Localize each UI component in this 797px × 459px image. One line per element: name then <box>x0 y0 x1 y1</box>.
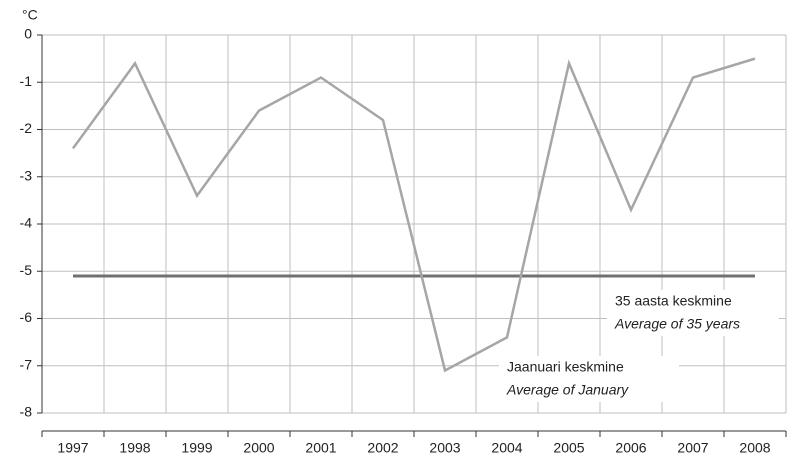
x-tick-label: 2005 <box>553 440 584 456</box>
x-tick-label: 1999 <box>181 440 212 456</box>
y-tick-label: -3 <box>20 167 33 183</box>
x-tick-label: 2003 <box>429 440 460 456</box>
x-tick-label: 2008 <box>739 440 770 456</box>
x-tick-label: 2004 <box>491 440 522 456</box>
x-tick-label: 2002 <box>367 440 398 456</box>
y-tick-label: -2 <box>20 120 33 136</box>
y-tick-label: -4 <box>20 215 33 231</box>
series-label-en: Average of 35 years <box>614 316 740 332</box>
y-tick-label: -1 <box>20 73 33 89</box>
x-tick-label: 2000 <box>243 440 274 456</box>
y-tick-label: -6 <box>20 309 33 325</box>
x-tick-label: 2001 <box>305 440 336 456</box>
x-tick-label: 1997 <box>57 440 88 456</box>
series-label: Jaanuari keskmine <box>507 359 624 375</box>
y-axis-label: °C <box>22 7 38 23</box>
y-tick-label: 0 <box>24 26 32 42</box>
series-label-en: Average of January <box>506 382 629 398</box>
y-tick-label: -7 <box>20 356 33 372</box>
line <box>71 57 756 373</box>
label-bg <box>607 290 779 336</box>
label-bg <box>499 356 679 402</box>
x-tick-label: 2006 <box>615 440 646 456</box>
y-tick-label: -5 <box>20 262 33 278</box>
x-tick-label: 2007 <box>677 440 708 456</box>
x-tick-label: 1998 <box>119 440 150 456</box>
y-tick-label: -8 <box>20 404 33 420</box>
series-label: 35 aasta keskmine <box>615 293 732 309</box>
